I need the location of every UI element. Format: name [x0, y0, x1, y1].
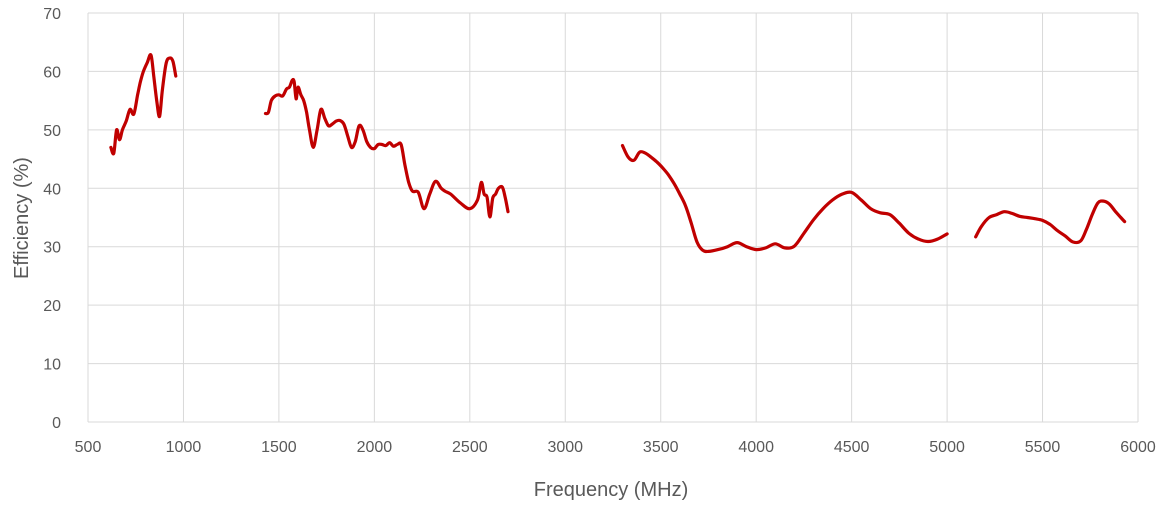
efficiency-line-segment-4	[974, 199, 1127, 245]
y-tick-label: 70	[43, 6, 61, 23]
y-tick-label: 10	[43, 357, 61, 374]
y-tick-label: 30	[43, 240, 61, 257]
x-tick-label: 4000	[738, 439, 774, 456]
x-tick-label: 5500	[1025, 439, 1061, 456]
x-tick-label: 2000	[357, 439, 393, 456]
x-tick-label: 1000	[166, 439, 202, 456]
x-axis-title: Frequency (MHz)	[534, 479, 688, 501]
y-tick-label: 50	[43, 123, 61, 140]
y-axis-title: Efficiency (%)	[11, 157, 33, 279]
x-tick-label: 1500	[261, 439, 297, 456]
efficiency-line-segment-2	[263, 77, 510, 219]
tick-labels: 0 10 20 30 40 50 60 70 500 1000 1500 2000 2500 3000 35…	[43, 6, 1156, 456]
x-tick-label: 3500	[643, 439, 679, 456]
series-layer	[109, 52, 1127, 254]
y-tick-label: 20	[43, 298, 61, 315]
y-tick-label: 60	[43, 64, 61, 81]
x-tick-label: 500	[75, 439, 102, 456]
x-tick-label: 6000	[1120, 439, 1156, 456]
efficiency-line-segment-3	[620, 144, 949, 254]
x-tick-label: 2500	[452, 439, 488, 456]
grid-layer	[87, 12, 1139, 423]
y-tick-label: 40	[43, 181, 61, 198]
y-tick-label: 0	[52, 415, 61, 432]
x-tick-label: 3000	[547, 439, 583, 456]
x-tick-label: 5000	[929, 439, 965, 456]
x-tick-label: 4500	[834, 439, 870, 456]
efficiency-line-segment-1	[109, 52, 178, 156]
